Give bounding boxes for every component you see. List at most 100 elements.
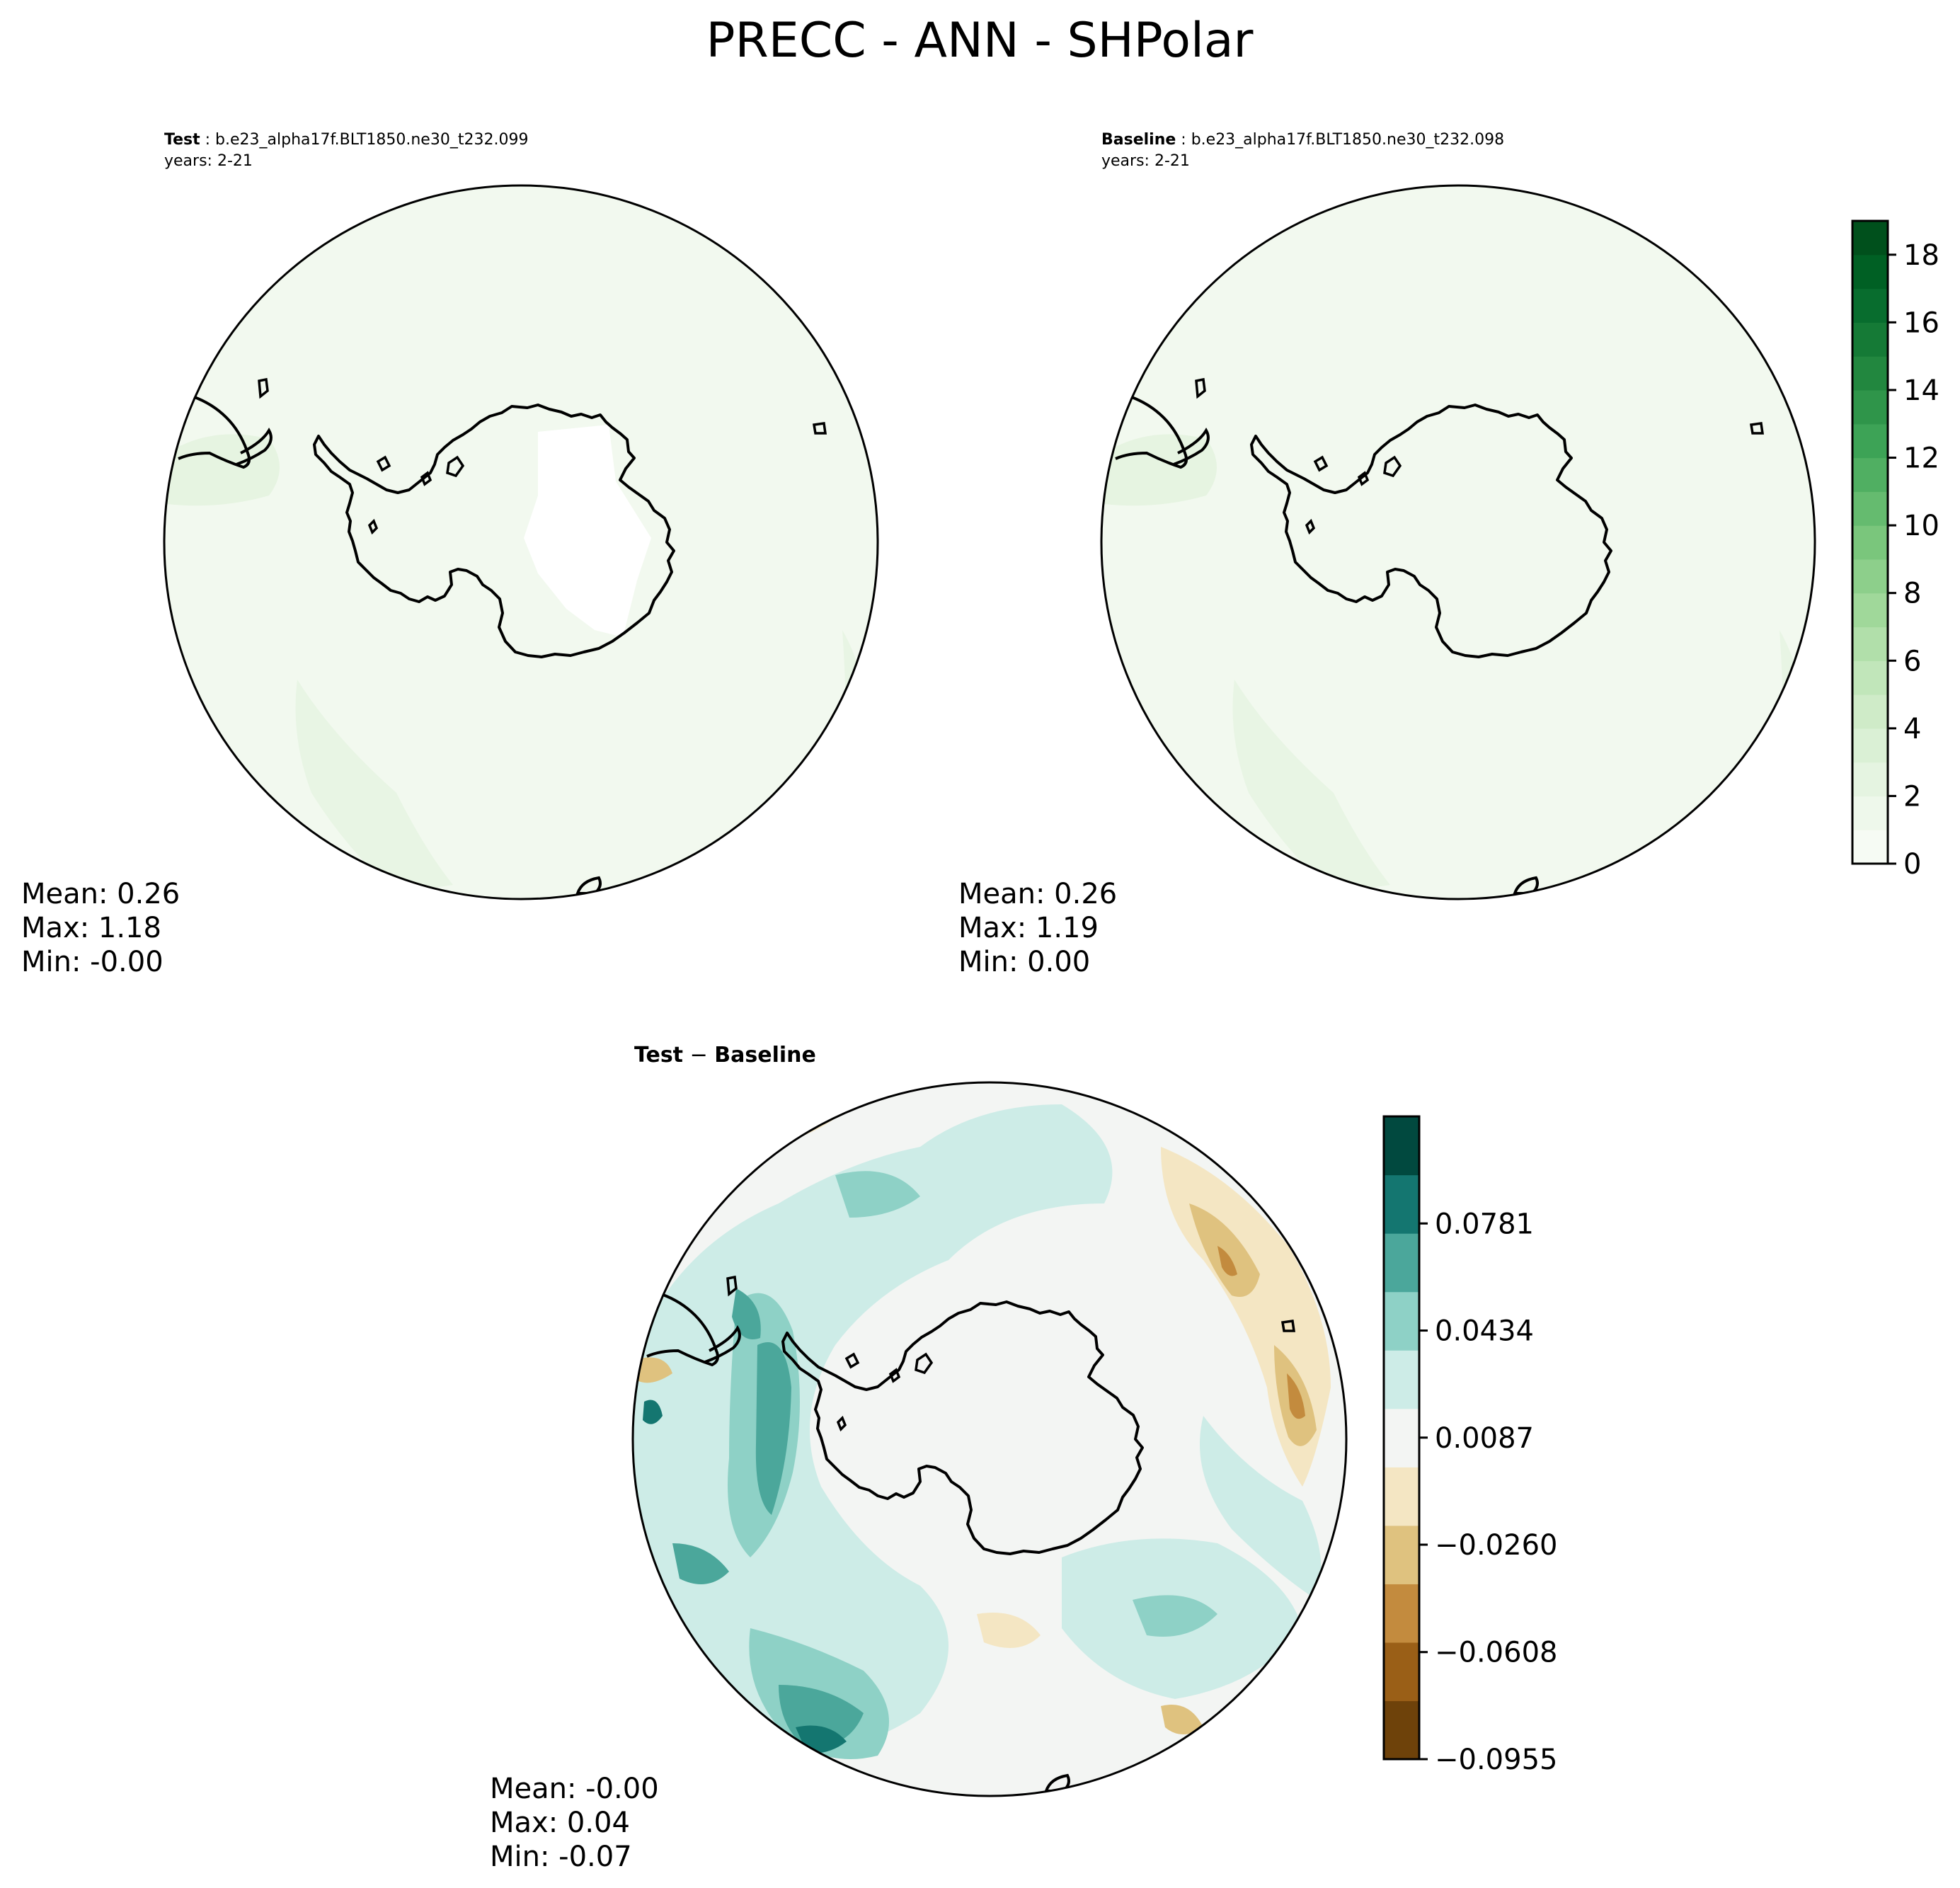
main-colorbar-tick-label: 8 [1903,578,1921,610]
baseline-map-coast-peninsula-tip [1173,428,1210,466]
baseline-panel: Baseline : b.e23_alpha17f.BLT1850.ne30_t… [958,131,1816,978]
diff-region-dark-teal-west [755,1342,791,1515]
diff-label-sep: − [683,1043,714,1068]
test-min-stat: Min: -0.00 [21,946,164,978]
main-colorbar-segment [1852,796,1888,830]
diff-colorbar-segment [1384,1291,1419,1351]
baseline-map-shade-west [1104,434,1217,506]
baseline-map-ocean [1101,185,1815,899]
diff-colorbar-segment [1384,1174,1419,1234]
main-colorbar-tick-label: 2 [1903,780,1921,813]
main-colorbar-tick-label: 14 [1903,374,1939,407]
test-mean-stat: Mean: 0.26 [21,878,180,910]
main-colorbar-tick-label: 0 [1903,848,1921,881]
diff-colorbar-segment [1384,1525,1419,1584]
main-colorbar-segment [1852,660,1888,695]
diff-region-brown-northeast [1217,1246,1237,1276]
baseline-years-label: years: 2-21 [1101,152,1190,170]
diff-colorbar-segment [1384,1642,1419,1702]
diff-colorbar-segment [1384,1408,1419,1468]
test-map-coast-southamerica [178,395,251,469]
test-label-rest: : b.e23_alpha17f.BLT1850.ne30_t232.099 [200,131,529,149]
main-colorbar-segment [1852,830,1888,864]
baseline-mean-stat: Mean: 0.26 [958,878,1117,910]
diff-region-mid-teal-north [835,1171,920,1218]
main-colorbar-segment [1852,559,1888,594]
main-colorbar-frame [1851,219,1889,865]
diff-panel: Test − Baseline [490,1043,1348,1873]
main-colorbar-segment [1852,322,1888,357]
baseline-map-island-kerguelen [1749,422,1765,435]
main-colorbar-segment [1852,457,1888,492]
main-colorbar-segment [1852,423,1888,459]
baseline-max-stat: Max: 1.19 [958,912,1099,944]
diff-region-light-tan-south [977,1613,1041,1648]
diff-region-dark-teal-peninsula [732,1288,761,1339]
test-map-island-kerguelen [812,422,827,435]
baseline-map-shade-southwest [1232,680,1390,893]
test-map-boundary [163,184,879,900]
main-colorbar-segment [1852,491,1888,526]
baseline-label-rest: : b.e23_alpha17f.BLT1850.ne30_t232.098 [1176,131,1504,149]
baseline-map [1101,185,1815,899]
main-colorbar-tick-label: 4 [1903,713,1921,745]
main-colorbar-segment [1852,288,1888,323]
baseline-map-coast-southamerica [1115,395,1188,469]
test-label-bold: Test [164,131,200,149]
diff-map [633,1082,1346,1796]
main-colorbar-segment [1852,728,1888,763]
diff-colorbar-segment [1384,1584,1419,1643]
diff-colorbar-tick-label: −0.0260 [1435,1529,1557,1562]
baseline-label-bold: Baseline [1101,131,1176,149]
test-map-shade-southwest [295,680,453,893]
diff-colorbar: −0.0955 −0.0608 −0.0260 0.0087 0.0434 0.0781 [1382,1115,1557,1776]
diff-colorbar-tick-label: 0.0087 [1435,1422,1534,1455]
diff-map-island-kerguelen [1280,1320,1296,1332]
diff-region-tan-northeast [1189,1203,1260,1297]
test-map-ocean [164,185,878,899]
main-colorbar-segment [1852,525,1888,560]
diff-region-light-teal-west [633,1104,1113,1751]
main-colorbar-tick-label: 16 [1903,307,1939,339]
diff-map-coast-southamerica [646,1293,719,1367]
main-colorbar-segment [1852,389,1888,425]
main-colorbar: 0 2 4 6 8 10 12 14 16 18 [1851,219,1939,881]
diff-region-tan-west [637,1357,672,1383]
figure-title: PRECC - ANN - SHPolar [706,13,1254,69]
diff-colorbar-segment [1384,1700,1419,1760]
diff-region-light-teal-east [1200,1416,1322,1600]
main-colorbar-segment [1852,593,1888,628]
main-colorbar-segment [1852,221,1888,256]
baseline-min-stat: Min: 0.00 [958,946,1090,978]
test-map-shade-west [167,434,280,506]
diff-colorbar-segment [1384,1233,1419,1293]
test-map-interior-minimum [524,425,651,637]
diff-mean-stat: Mean: -0.00 [490,1773,659,1805]
diff-colorbar-segment [1384,1467,1419,1526]
test-panel-label: Test : b.e23_alpha17f.BLT1850.ne30_t232.… [164,131,528,149]
test-max-stat: Max: 1.18 [21,912,161,944]
diff-max-stat: Max: 0.04 [490,1807,630,1839]
test-map-coast-peninsula-tip [236,428,273,466]
main-colorbar-tick-label: 6 [1903,645,1921,677]
diff-region-darkest-teal-west [643,1400,663,1424]
main-colorbar-tick-label: 12 [1903,442,1939,475]
diff-min-stat: Min: -0.07 [490,1841,632,1873]
test-map-island-falklands [258,377,269,399]
main-colorbar-segment [1852,254,1888,290]
diff-map-coast-peninsula-tip [704,1325,741,1363]
diff-region-tan-southeast [1161,1705,1203,1734]
main-colorbar-segment [1852,627,1888,661]
diff-colorbar-tick-label: 0.0781 [1435,1208,1534,1240]
main-colorbar-segment [1852,356,1888,391]
test-panel: Test : b.e23_alpha17f.BLT1850.ne30_t232.… [21,131,879,978]
diff-map-island-falklands [726,1275,738,1297]
diff-colorbar-tick-label: 0.0434 [1435,1315,1534,1348]
main-colorbar-tick-label: 18 [1903,239,1939,272]
main-colorbar-tick-label: 10 [1903,510,1939,542]
diff-region-mid-teal-southeast [1133,1595,1217,1637]
main-colorbar-segment [1852,694,1888,729]
main-colorbar-segment [1852,762,1888,797]
diff-colorbar-tick-label: −0.0608 [1435,1637,1557,1669]
